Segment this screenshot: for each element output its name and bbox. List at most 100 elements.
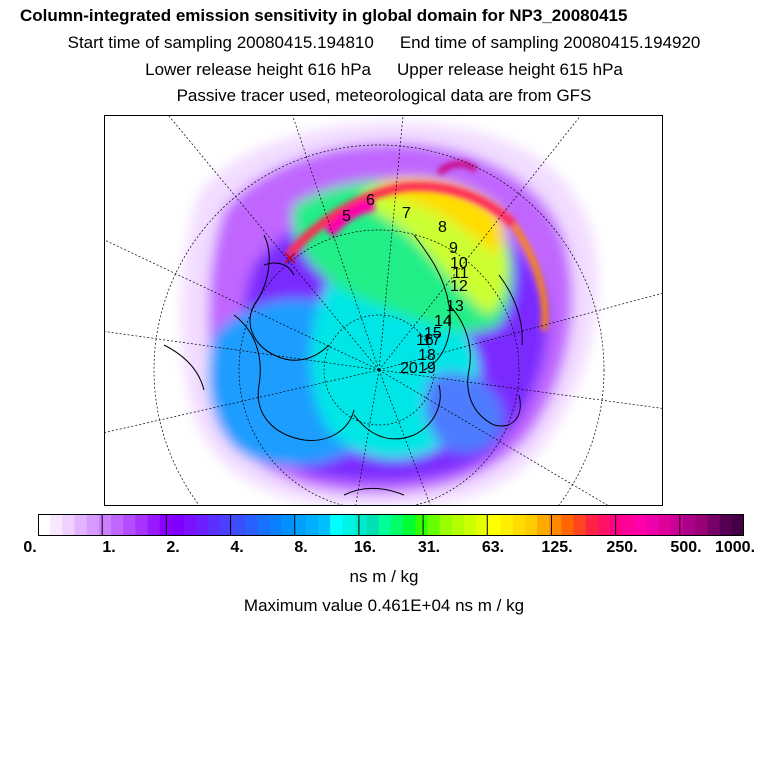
colorbar-tick: 31. — [417, 539, 441, 556]
colorbar-swatch — [646, 514, 660, 536]
graticule — [104, 115, 663, 506]
track-labels: 5 6 7 8 9 10 11 12 13 14 15 16 17 18 19 … — [342, 192, 469, 377]
colorbar-swatch — [366, 514, 380, 536]
colorbar-swatch — [111, 514, 124, 536]
colorbar-swatch — [269, 514, 283, 536]
colorbar-tick: 63. — [481, 539, 505, 556]
track-label: 9 — [449, 240, 458, 257]
colorbar-swatch — [317, 514, 331, 536]
colorbar-swatch — [391, 514, 404, 536]
sensitivity-map: 5 6 7 8 9 10 11 12 13 14 15 16 17 18 19 … — [104, 115, 663, 506]
colorbar-swatch — [707, 514, 721, 536]
colorbar-swatch — [561, 514, 575, 536]
colorbar-swatch — [257, 514, 270, 536]
colorbar-tick: 16. — [353, 539, 377, 556]
start-time-label: Start time of sampling 20080415.194810 — [67, 33, 374, 52]
colorbar-swatch — [123, 514, 136, 536]
colorbar-swatch — [86, 514, 100, 536]
track-label: 6 — [366, 192, 375, 209]
track-label: 15 — [424, 325, 442, 342]
colorbar-tick: 0. — [23, 539, 37, 556]
track-label: 20 — [400, 360, 418, 377]
colorbar-frame — [38, 514, 744, 536]
track-label: 11 — [452, 265, 469, 282]
track-label: 7 — [402, 205, 411, 222]
colorbar-tick: 1000. — [714, 539, 756, 556]
colorbar-swatch — [464, 514, 477, 536]
track-label: 17 — [423, 332, 441, 349]
release-heights: Lower release height 616 hPa Upper releas… — [0, 60, 768, 80]
track-label: 5 — [342, 208, 351, 225]
colorbar-swatch — [244, 514, 258, 536]
colorbar-swatch — [196, 514, 210, 536]
track-label: 18 — [418, 347, 436, 364]
colorbar-swatch — [220, 514, 234, 536]
colorbar-swatch — [597, 514, 611, 536]
colorbar-swatch — [305, 514, 319, 536]
colorbar-swatch — [683, 514, 696, 536]
colorbar-swatch — [670, 514, 684, 536]
tracer-note: Passive tracer used, meteorological data… — [176, 86, 592, 105]
colorbar-swatch — [622, 514, 636, 536]
colorbar-swatch — [512, 514, 526, 536]
lower-height-label: Lower release height 616 hPa — [145, 60, 371, 79]
colorbar-swatch — [38, 514, 51, 536]
colorbar-swatch — [342, 514, 356, 536]
colorbar-swatch — [634, 514, 648, 536]
colorbar-tick: 1. — [102, 539, 116, 556]
track-label: 14 — [434, 313, 452, 330]
sampling-times: Start time of sampling 20080415.194810 En… — [0, 33, 768, 53]
colorbar-swatch — [378, 514, 392, 536]
colorbar-swatch — [50, 514, 63, 536]
colorbar-swatch — [719, 514, 733, 536]
colorbar-swatch — [62, 514, 76, 536]
colorbar-swatch — [135, 514, 149, 536]
colorbar-swatch — [439, 514, 453, 536]
coastlines — [163, 234, 523, 496]
colorbar-swatch — [549, 514, 563, 536]
colorbar-swatch — [184, 514, 197, 536]
high-sensitivity-band — [285, 160, 548, 331]
colorbar-swatch — [147, 514, 161, 536]
colorbar-swatch — [585, 514, 599, 536]
colorbar-swatch — [524, 514, 538, 536]
colorbar-swatch — [74, 514, 88, 536]
colorbar-swatch — [208, 514, 222, 536]
track-label: 8 — [438, 219, 447, 236]
track-label: 12 — [450, 278, 468, 295]
colorbar-swatch — [293, 514, 307, 536]
colorbar — [38, 514, 744, 536]
track-label: 13 — [446, 298, 464, 315]
figure-title: Column-integrated emission sensitivity i… — [20, 6, 628, 25]
colorbar-swatch — [281, 514, 295, 536]
colorbar-swatch — [330, 514, 343, 536]
colorbar-swatch — [695, 514, 709, 536]
colorbar-swatch — [610, 514, 623, 536]
upper-height-label: Upper release height 615 hPa — [397, 60, 623, 79]
colorbar-swatch — [451, 514, 465, 536]
colorbar-swatch — [476, 514, 489, 536]
colorbar-ticks: 0. 1. 2. 4. 8. 16. 31. 63. 125. 250. 500… — [0, 539, 768, 559]
colorbar-swatch — [731, 514, 744, 536]
colorbar-swatch — [427, 514, 441, 536]
track-label: 10 — [450, 255, 468, 272]
end-time-label: End time of sampling 20080415.194920 — [399, 33, 701, 52]
colorbar-unit: ns m / kg — [349, 567, 419, 586]
colorbar-swatch — [415, 514, 429, 536]
colorbar-tick: 4. — [230, 539, 244, 556]
colorbar-tick: 250. — [606, 539, 638, 556]
track-label: 16 — [416, 332, 434, 349]
colorbar-tick: 125. — [541, 539, 573, 556]
colorbar-swatch — [658, 514, 672, 536]
colorbar-swatch — [537, 514, 550, 536]
colorbar-swatch — [354, 514, 368, 536]
colorbar-swatch — [98, 514, 112, 536]
colorbar-tick: 500. — [670, 539, 702, 556]
colorbar-swatch — [232, 514, 246, 536]
release-point-marker — [284, 252, 296, 264]
track-label: 19 — [418, 360, 436, 377]
colorbar-tick: 2. — [166, 539, 180, 556]
colorbar-swatch — [403, 514, 416, 536]
colorbar-swatch — [500, 514, 514, 536]
colorbar-swatch — [171, 514, 185, 536]
